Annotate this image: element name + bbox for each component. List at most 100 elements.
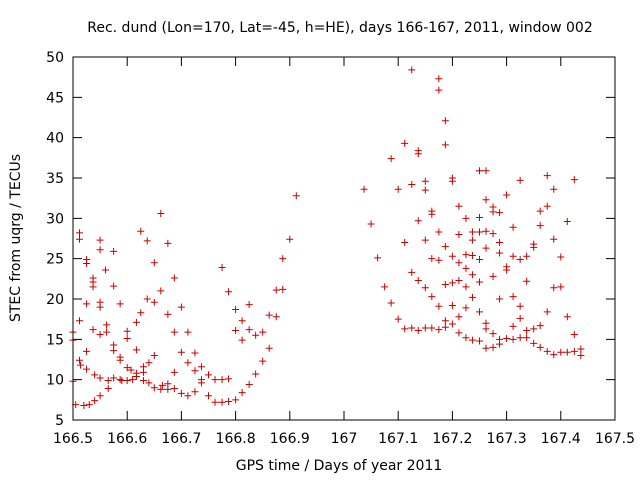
data-point: [394, 315, 402, 323]
data-point: [428, 324, 436, 332]
data-point: [116, 376, 124, 384]
data-point: [523, 326, 531, 334]
data-point: [103, 328, 111, 336]
data-point: [177, 389, 185, 397]
data-point: [455, 259, 463, 267]
data-point: [563, 348, 571, 356]
data-point: [96, 330, 104, 338]
data-point: [543, 202, 551, 210]
data-point: [462, 214, 470, 222]
data-point: [225, 375, 233, 383]
data-point: [96, 392, 104, 400]
data-point: [83, 300, 91, 308]
data-point: [76, 317, 84, 325]
data-point: [476, 167, 483, 175]
data-point: [489, 230, 497, 238]
data-point: [132, 346, 140, 354]
data-point: [110, 347, 118, 355]
data-point: [225, 288, 233, 296]
data-point: [530, 339, 538, 347]
data-point: [170, 385, 178, 393]
data-point: [139, 368, 147, 376]
data-point: [381, 283, 389, 291]
data-point: [374, 254, 382, 262]
data-point: [89, 326, 97, 334]
data-point: [259, 357, 267, 365]
data-point: [245, 301, 253, 309]
data-point: [503, 266, 511, 274]
data-point: [496, 249, 504, 257]
y-tick-label: 30: [46, 211, 64, 227]
data-point: [127, 366, 135, 374]
data-point: [536, 207, 544, 215]
data-point: [77, 361, 85, 369]
data-point: [557, 283, 565, 291]
data-point: [536, 343, 544, 351]
data-point: [245, 326, 253, 334]
data-point: [516, 302, 524, 310]
data-point: [211, 398, 219, 406]
data-point: [76, 235, 84, 243]
data-point: [421, 186, 429, 194]
data-point: [205, 392, 212, 400]
data-point: [448, 252, 456, 260]
data-point: [103, 321, 111, 329]
data-point: [408, 268, 416, 276]
data-point: [197, 379, 205, 387]
x-tick-label: 166.5: [53, 431, 93, 447]
data-point: [408, 324, 416, 332]
data-point: [91, 397, 99, 405]
data-point: [218, 376, 226, 384]
data-point: [496, 239, 504, 247]
data-point: [563, 313, 571, 321]
x-tick-label: 166.6: [107, 431, 147, 447]
data-point: [184, 328, 192, 336]
data-point: [462, 283, 470, 291]
data-point: [536, 322, 544, 330]
data-point: [414, 217, 422, 225]
data-point: [435, 302, 443, 310]
data-point: [137, 227, 145, 235]
data-point: [441, 117, 449, 125]
data-point: [272, 286, 280, 294]
data-point: [441, 141, 449, 149]
data-point: [286, 235, 294, 243]
data-point: [516, 334, 524, 342]
data-point: [543, 347, 551, 355]
data-point: [157, 385, 165, 393]
data-point: [218, 398, 226, 406]
chart-title: Rec. dund (Lon=170, Lat=-45, h=HE), days…: [87, 20, 593, 36]
data-point: [394, 185, 402, 193]
data-point: [132, 318, 140, 326]
data-point: [441, 317, 449, 325]
data-point: [265, 311, 273, 319]
data-point: [462, 334, 470, 342]
data-point: [96, 236, 104, 244]
data-point: [523, 277, 531, 285]
data-point: [550, 185, 558, 193]
y-axis-ticks: 5 10 15 20 25 30 35 40 45 50: [46, 50, 615, 429]
data-point: [205, 371, 212, 379]
data-point: [85, 401, 93, 409]
x-tick-label: 167.1: [378, 431, 418, 447]
data-point: [516, 314, 524, 322]
data-point: [265, 344, 273, 352]
data-point: [401, 239, 409, 247]
data-point: [489, 272, 497, 280]
data-point: [421, 324, 429, 332]
data-point: [123, 364, 131, 372]
data-point: [401, 325, 409, 333]
data-point: [455, 276, 463, 284]
x-tick-label: 166.8: [216, 431, 256, 447]
data-point: [408, 180, 416, 188]
data-point: [482, 325, 490, 333]
data-point: [170, 328, 178, 336]
x-tick-label: 167.3: [487, 431, 527, 447]
data-point: [91, 371, 99, 379]
data-point: [516, 176, 524, 184]
data-point: [421, 177, 429, 185]
data-point: [476, 278, 483, 286]
data-point: [428, 293, 436, 301]
data-point: [245, 381, 253, 389]
x-tick-label: 167.5: [595, 431, 635, 447]
